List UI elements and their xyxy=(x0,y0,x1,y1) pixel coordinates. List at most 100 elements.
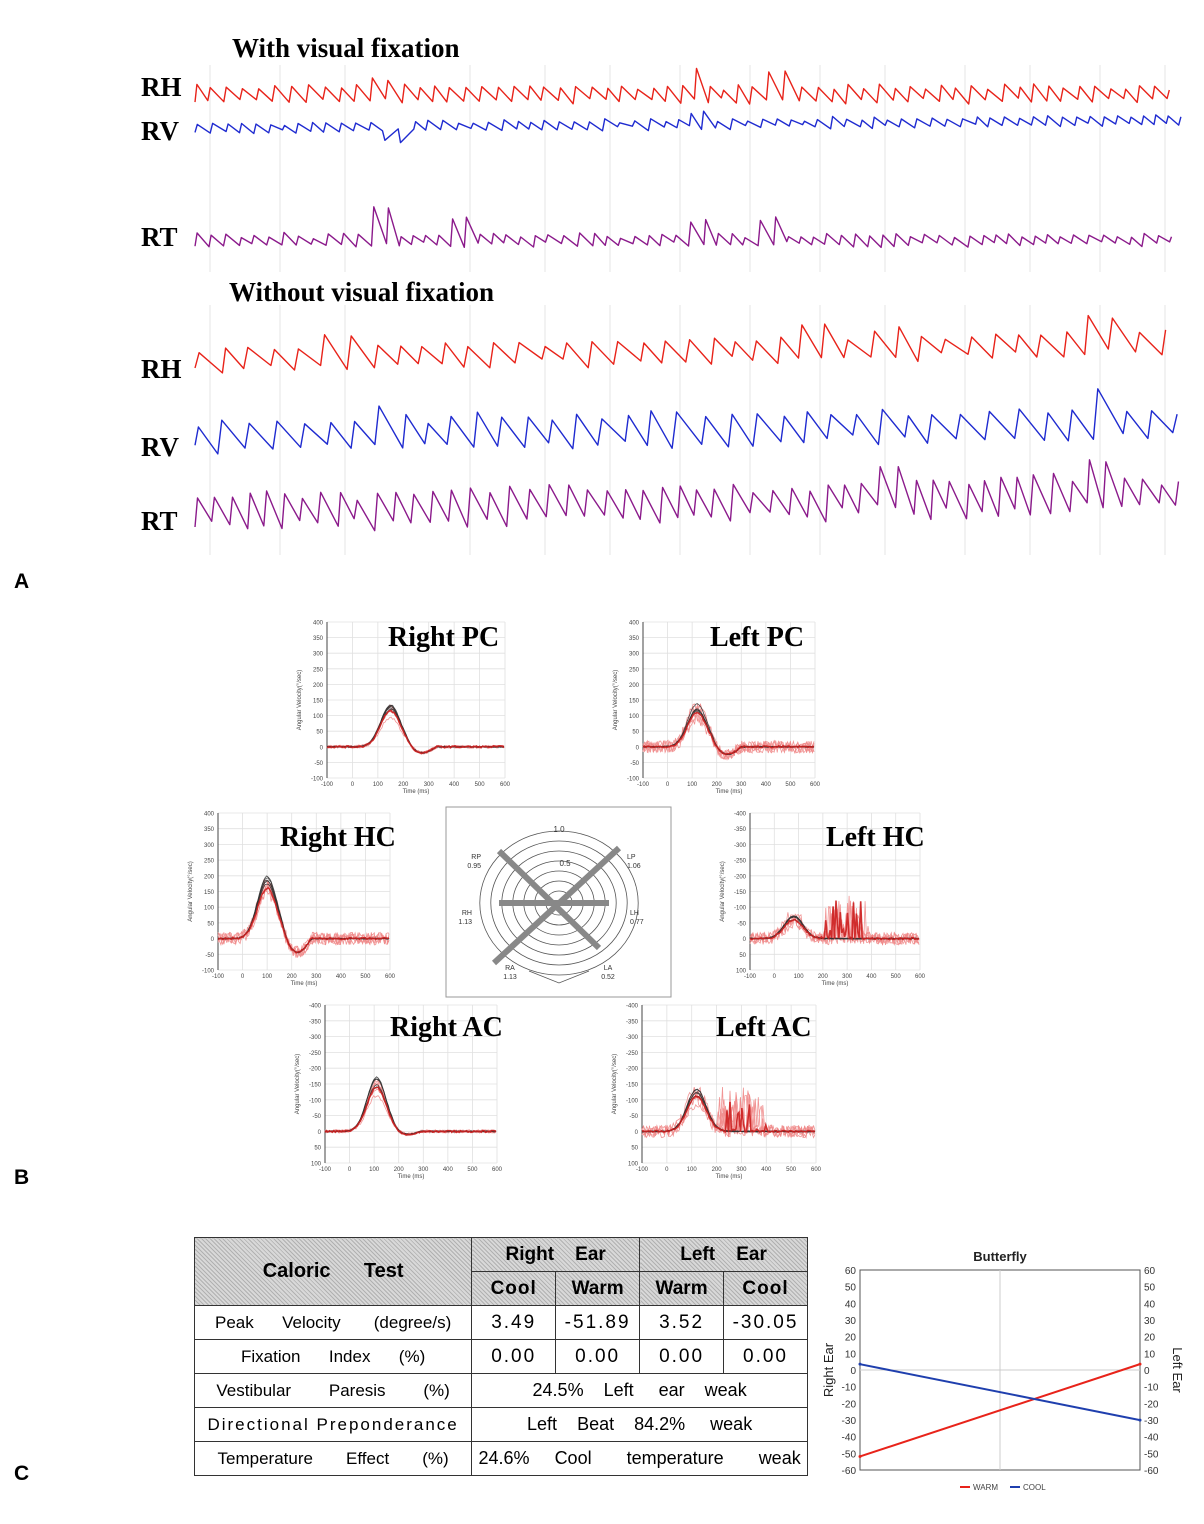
y-tick-label: 150 xyxy=(629,699,640,705)
y-tick-label-right: 0 xyxy=(1144,1366,1150,1377)
row-directional-preponderance: Directional Preponderance Left Beat 84.2… xyxy=(193,1407,808,1442)
y-tick-label-left: -40 xyxy=(842,1433,857,1444)
series-line-warm xyxy=(859,1363,1141,1458)
polar-ring xyxy=(490,840,628,966)
x-tick-label: 0 xyxy=(348,1167,352,1173)
canal-gain: 0.95 xyxy=(467,863,481,870)
y-axis-label: Angular Velocity(°/sec) xyxy=(295,1054,301,1114)
panel-letter-c: C xyxy=(14,1462,30,1485)
y-tick-label: -300 xyxy=(626,1035,639,1041)
y-tick-label: -50 xyxy=(737,921,746,927)
nose-marker xyxy=(528,970,590,984)
x-tick-label: 600 xyxy=(810,782,821,788)
y-tick-label: 0 xyxy=(636,745,640,751)
y-tick-label: 0 xyxy=(635,1130,639,1136)
cell-value: 3.49 xyxy=(471,1305,557,1340)
y-tick-label: -350 xyxy=(309,1019,322,1025)
title-left-ac: Left AC xyxy=(716,1012,812,1043)
patient-trace-mean xyxy=(324,1086,497,1136)
x-tick-label: -100 xyxy=(744,974,757,980)
y-tick-label: 150 xyxy=(204,890,215,896)
y-tick-label: -250 xyxy=(734,859,747,865)
x-tick-label: 200 xyxy=(818,974,829,980)
row-vestibular-paresis: Vestibular Paresis (%) 24.5% Left ear we… xyxy=(193,1373,808,1408)
y-tick-label-left: 10 xyxy=(845,1349,857,1360)
y-axis-label: Angular Velocity(°/sec) xyxy=(613,670,619,730)
x-tick-label: 300 xyxy=(424,782,435,788)
data-point-warm xyxy=(858,1454,862,1458)
chart-title: Butterfly xyxy=(973,1249,1027,1264)
title-right-pc: Right PC xyxy=(388,622,500,653)
trace-rt-without-fixation xyxy=(194,459,1180,532)
canal-name: LP xyxy=(627,854,636,861)
y-tick-label: 300 xyxy=(313,652,324,658)
canal-name: RH xyxy=(462,910,472,917)
x-axis-label: Time (ms) xyxy=(403,789,430,795)
legend-label-cool: COOL xyxy=(1023,1483,1046,1492)
y-tick-label: 250 xyxy=(204,859,215,865)
x-tick-label: 0 xyxy=(351,782,355,788)
y-axis-label-left: Right Ear xyxy=(821,1342,836,1397)
channel-label-rv-without: RV xyxy=(141,432,180,462)
y-tick-label: -400 xyxy=(626,1004,639,1010)
y-tick-label: -50 xyxy=(205,953,214,959)
x-tick-label: 400 xyxy=(449,782,460,788)
y-tick-label: 300 xyxy=(629,652,640,658)
x-tick-label: 0 xyxy=(665,1167,669,1173)
patient-trace-mean xyxy=(641,1094,816,1134)
y-tick-label: 50 xyxy=(207,921,214,927)
x-tick-label: 500 xyxy=(891,974,902,980)
x-tick-label: 600 xyxy=(500,782,511,788)
x-tick-label: 200 xyxy=(398,782,409,788)
merged-value: 24.5% Left ear weak xyxy=(471,1373,808,1408)
cell-value: 3.52 xyxy=(639,1305,725,1340)
x-axis-label: Time (ms) xyxy=(716,1174,743,1180)
x-tick-label: 300 xyxy=(842,974,853,980)
with-fixation-heading: With visual fixation xyxy=(232,33,460,63)
y-tick-label: -400 xyxy=(309,1004,322,1010)
sub-header-right-warm: Warm xyxy=(555,1271,641,1306)
canal-name: LA xyxy=(604,965,613,972)
y-tick-label: 0 xyxy=(211,937,215,943)
row-fixation-index: Fixation Index (%) 0.00 0.00 0.00 0.00 xyxy=(193,1339,808,1374)
right-ear-header: Right Ear xyxy=(471,1237,641,1272)
x-tick-label: 200 xyxy=(287,974,298,980)
y-tick-label-left: 40 xyxy=(845,1299,857,1310)
y-tick-label: -350 xyxy=(734,827,747,833)
canal-polar-summary: 1.0 0.5 RP 0.95 LP 1.06 RH 1.13 LH 0.77 RA 1.13 LA 0.… xyxy=(445,806,672,998)
y-tick-label: -100 xyxy=(309,1098,322,1104)
y-tick-label: 50 xyxy=(632,730,639,736)
y-tick-label: 400 xyxy=(313,621,324,627)
data-point-cool xyxy=(858,1362,862,1366)
row-peak-velocity: Peak Velocity (degree/s) 3.49 -51.89 3.5… xyxy=(193,1305,808,1340)
row-label: Peak Velocity (degree/s) xyxy=(193,1305,473,1340)
title-left-pc: Left PC xyxy=(710,622,805,653)
y-tick-label: -150 xyxy=(734,890,747,896)
y-tick-label: 100 xyxy=(204,906,215,912)
y-tick-label-right: 30 xyxy=(1144,1316,1156,1327)
y-tick-label-left: -20 xyxy=(842,1399,857,1410)
y-tick-label-right: 10 xyxy=(1144,1349,1156,1360)
nystagmus-traces xyxy=(194,65,1182,555)
channel-label-rt-with: RT xyxy=(141,222,178,252)
cell-value: -51.89 xyxy=(555,1305,641,1340)
y-tick-label: -100 xyxy=(311,777,324,783)
canal-gain: 0.52 xyxy=(601,974,615,981)
patient-trace-light xyxy=(217,885,390,958)
x-tick-label: 200 xyxy=(712,782,723,788)
row-temperature-effect: Temperature Effect (%) 24.6% Cool temper… xyxy=(193,1441,808,1476)
vhit-plot-right-ac: -400-350-300-250-200-150-100-50050100-10… xyxy=(295,1004,503,1181)
series-line-cool xyxy=(859,1363,1141,1422)
sub-header-right-cool: Cool xyxy=(471,1271,557,1306)
y-tick-label-right: 60 xyxy=(1144,1266,1156,1277)
y-tick-label: 350 xyxy=(313,636,324,642)
y-tick-label-left: -60 xyxy=(842,1466,857,1477)
y-tick-label: 350 xyxy=(204,827,215,833)
y-tick-label: 300 xyxy=(204,843,215,849)
row-label: Vestibular Paresis (%) xyxy=(193,1373,473,1408)
y-tick-label: -250 xyxy=(309,1051,322,1057)
x-tick-label: 400 xyxy=(761,782,772,788)
channel-label-rv-with: RV xyxy=(141,116,180,146)
channel-label-rh-with: RH xyxy=(141,72,182,102)
